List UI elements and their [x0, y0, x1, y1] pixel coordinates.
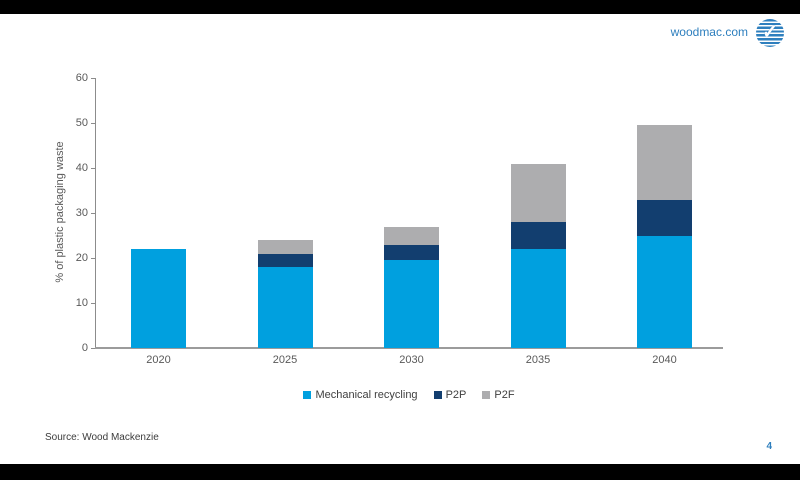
y-tick-mark	[91, 258, 95, 259]
y-tick-label: 40	[75, 162, 88, 174]
y-tick-mark	[91, 78, 95, 79]
bar-segment-p2f	[510, 163, 566, 222]
site-link[interactable]: woodmac.com	[670, 25, 748, 39]
woodmac-logo-icon	[756, 19, 784, 47]
legend-item-p2f: P2F	[482, 389, 515, 401]
bar-segment-p2f	[637, 125, 692, 200]
y-tick-label: 20	[75, 252, 88, 264]
bar-segment-mechanical-recycling	[257, 267, 313, 348]
y-tick-mark	[91, 213, 95, 214]
bar-2020	[131, 78, 186, 348]
bar-segment-mechanical-recycling	[131, 249, 186, 348]
bar-2030	[384, 78, 439, 348]
x-tick-label: 2040	[652, 354, 677, 366]
legend-label: P2F	[494, 389, 515, 401]
x-axis-line	[95, 347, 723, 349]
x-tick-label: 2020	[146, 354, 171, 366]
bar-segment-p2p	[257, 253, 313, 267]
y-tick-mark	[91, 303, 95, 304]
bar-segment-p2f	[257, 240, 313, 254]
x-tick-label: 2030	[399, 354, 424, 366]
bottom-black-bar	[0, 464, 800, 480]
bar-2025	[257, 78, 313, 348]
y-tick-label: 30	[75, 207, 88, 219]
legend-item-mechanical-recycling: Mechanical recycling	[303, 389, 418, 401]
y-tick-label: 60	[75, 72, 88, 84]
x-tick-label: 2035	[525, 354, 551, 366]
bar-2035	[510, 78, 566, 348]
legend-label: Mechanical recycling	[315, 389, 418, 401]
page-number: 4	[766, 441, 772, 452]
chart-legend: Mechanical recycling P2P P2F	[95, 389, 723, 401]
legend-item-p2p: P2P	[433, 389, 467, 401]
y-tick-label: 0	[81, 342, 88, 354]
plot-area	[95, 78, 723, 348]
bar-2040	[637, 78, 692, 348]
bar-segment-mechanical-recycling	[384, 260, 439, 348]
y-tick-label: 50	[75, 117, 88, 129]
bar-segment-mechanical-recycling	[637, 235, 692, 348]
bar-segment-p2p	[637, 199, 692, 236]
y-axis-line	[95, 78, 96, 348]
y-tick-label: 10	[75, 297, 88, 309]
bar-segment-p2p	[384, 244, 439, 261]
legend-swatch-icon	[482, 391, 491, 399]
y-tick-mark	[91, 348, 95, 349]
bar-segment-p2f	[384, 226, 439, 245]
top-black-bar	[0, 0, 800, 14]
legend-swatch-icon	[433, 391, 442, 399]
bar-segment-p2p	[510, 222, 566, 249]
bar-segment-mechanical-recycling	[510, 249, 566, 348]
x-tick-label: 2025	[272, 354, 298, 366]
y-tick-mark	[91, 123, 95, 124]
y-tick-mark	[91, 168, 95, 169]
source-note: Source: Wood Mackenzie	[45, 432, 159, 443]
legend-swatch-icon	[303, 391, 312, 399]
legend-label: P2P	[445, 389, 467, 401]
